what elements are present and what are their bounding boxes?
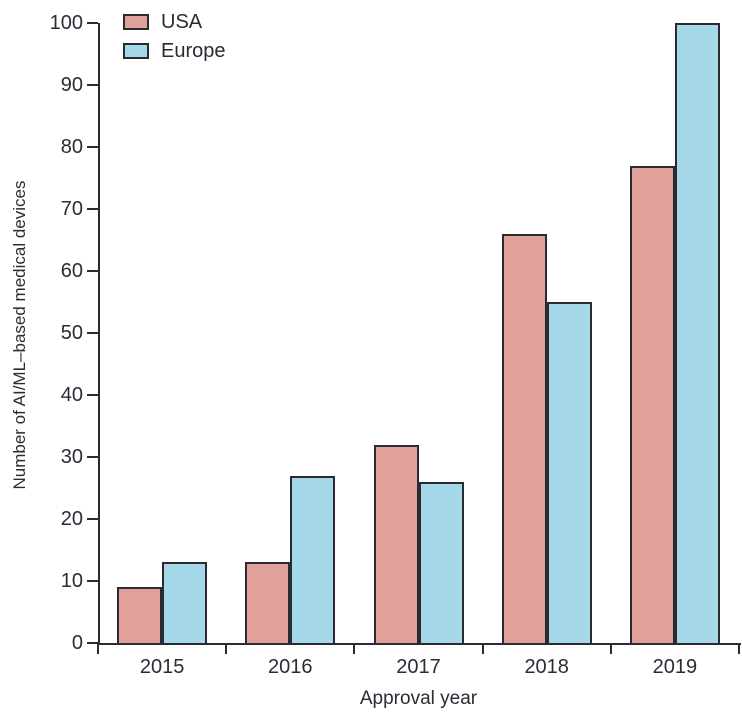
y-tick-label: 90 [60,74,83,96]
y-tick-label: 70 [60,198,83,220]
y-tick-mark [87,642,98,644]
y-tick-mark [87,456,98,458]
bar-usa-2017 [373,444,419,645]
x-tick-label: 2016 [268,656,313,678]
y-tick-label: 30 [60,446,83,468]
x-tick-label: 2019 [652,656,698,678]
y-tick-mark [87,394,98,396]
legend-swatch-usa [123,14,149,30]
y-tick-label: 60 [60,260,83,282]
legend-item-usa: USA [123,10,226,34]
y-tick-mark [87,518,98,520]
bar-usa-2018 [501,233,547,645]
y-tick-label: 0 [71,632,83,654]
x-axis-title: Approval year [359,688,478,709]
legend-label: USA [161,11,203,33]
bar-europe-2016 [290,475,336,645]
bar-usa-2019 [629,165,675,645]
y-tick-mark [87,22,98,24]
y-tick-mark [87,84,98,86]
x-tick-label: 2015 [139,656,185,678]
y-tick-mark [87,208,98,210]
y-tick-label: 100 [49,12,83,34]
bar-europe-2019 [674,23,720,645]
bar-europe-2017 [418,481,464,645]
y-tick-mark [87,332,98,334]
y-axis-line [98,23,100,645]
y-tick-mark [87,580,98,582]
bar-europe-2018 [546,302,592,645]
y-tick-label: 20 [60,508,83,530]
x-tick-mark [481,643,484,654]
legend-swatch-europe [123,43,149,59]
y-tick-label: 50 [60,322,83,344]
y-tick-label: 10 [60,570,83,592]
bar-europe-2015 [162,562,208,645]
y-tick-label: 40 [60,384,83,406]
x-tick-mark [353,643,356,654]
chart-legend: USA Europe [123,10,226,68]
x-tick-label: 2017 [396,656,441,678]
bar-usa-2016 [245,562,291,645]
x-tick-mark [97,643,99,654]
bar-usa-2015 [117,587,163,645]
legend-label: Europe [161,40,226,62]
y-tick-label: 80 [60,136,83,158]
y-tick-mark [87,270,98,272]
x-tick-mark [738,643,740,654]
y-tick-mark [87,146,98,148]
x-tick-mark [225,643,228,654]
x-tick-mark [609,643,612,654]
legend-item-europe: Europe [123,39,226,63]
x-tick-label: 2018 [524,656,569,678]
